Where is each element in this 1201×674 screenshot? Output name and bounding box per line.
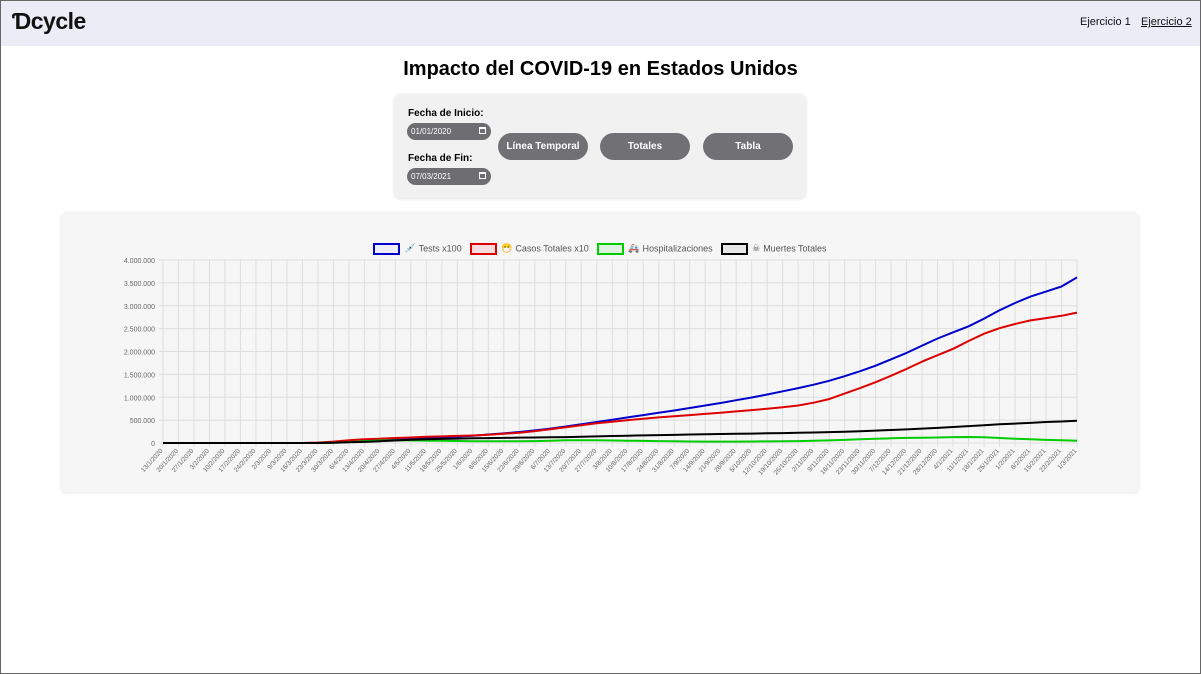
y-tick-label: 1.500.000 <box>124 372 155 379</box>
skull-icon: ☠ <box>752 243 761 254</box>
y-tick-label: 4.000.000 <box>124 258 155 265</box>
calendar-icon[interactable] <box>479 127 486 134</box>
legend-swatch <box>721 243 749 255</box>
calendar-icon[interactable] <box>479 172 486 179</box>
filter-panel: Fecha de Inicio: 01/01/2020 Fecha de Fin… <box>394 94 806 198</box>
end-date-input[interactable]: 07/03/2021 <box>407 168 491 185</box>
line-chart: 0 500.000 1.000.000 1.500.000 2.000.000 2.500… <box>124 258 1079 477</box>
y-tick-label: 2.500.000 <box>124 327 155 334</box>
totals-button[interactable]: Totales <box>600 133 690 160</box>
nav-link-ejercicio-1[interactable]: Ejercicio 1 <box>1080 16 1131 28</box>
y-tick-label: 3.000.000 <box>124 304 155 311</box>
nav-link-ejercicio-2[interactable]: Ejercicio 2 <box>1141 16 1192 28</box>
legend-label: Hospitalizaciones <box>642 243 713 254</box>
series-line <box>163 311 1078 444</box>
start-date-value: 01/01/2020 <box>411 127 452 136</box>
series-line <box>163 419 1078 444</box>
legend-item-deaths[interactable]: ☠ Muertes Totales <box>721 243 827 255</box>
legend-label: Muertes Totales <box>763 243 827 254</box>
y-tick-label: 500.000 <box>130 418 155 425</box>
series-line <box>163 276 1078 444</box>
legend-swatch <box>470 243 498 255</box>
mask-face-icon: 😷 <box>501 243 513 254</box>
y-tick-label: 1.000.000 <box>124 395 155 402</box>
table-button[interactable]: Tabla <box>703 133 793 160</box>
y-tick-label: 0 <box>151 441 155 448</box>
legend-item-tests[interactable]: 💉 Tests x100 <box>373 243 462 255</box>
y-tick-label: 3.500.000 <box>124 281 155 288</box>
end-date-label: Fecha de Fin: <box>408 153 473 164</box>
legend-label: Tests x100 <box>418 243 462 254</box>
start-date-input[interactable]: 01/01/2020 <box>407 123 491 140</box>
legend-swatch <box>373 243 401 255</box>
timeline-button[interactable]: Línea Temporal <box>498 133 588 160</box>
navbar: Ɗcycle Ejercicio 1 Ejercicio 2 <box>0 0 1201 46</box>
chart-legend: 💉 Tests x100 😷 Casos Totales x10 🚑 Hospital… <box>61 243 1139 255</box>
syringe-icon: 💉 <box>404 243 416 254</box>
legend-item-cases[interactable]: 😷 Casos Totales x10 <box>470 243 589 255</box>
end-date-value: 07/03/2021 <box>411 172 452 181</box>
legend-swatch <box>597 243 625 255</box>
chart-card: 💉 Tests x100 😷 Casos Totales x10 🚑 Hospital… <box>61 212 1139 492</box>
ambulance-icon: 🚑 <box>628 243 640 254</box>
start-date-label: Fecha de Inicio: <box>408 108 484 119</box>
page-title: Impacto del COVID-19 en Estados Unidos <box>403 58 798 80</box>
y-tick-label: 2.000.000 <box>124 350 155 357</box>
brand-logo[interactable]: Ɗcycle <box>12 8 86 34</box>
legend-label: Casos Totales x10 <box>515 243 589 254</box>
legend-item-hospitalizations[interactable]: 🚑 Hospitalizaciones <box>597 243 713 255</box>
